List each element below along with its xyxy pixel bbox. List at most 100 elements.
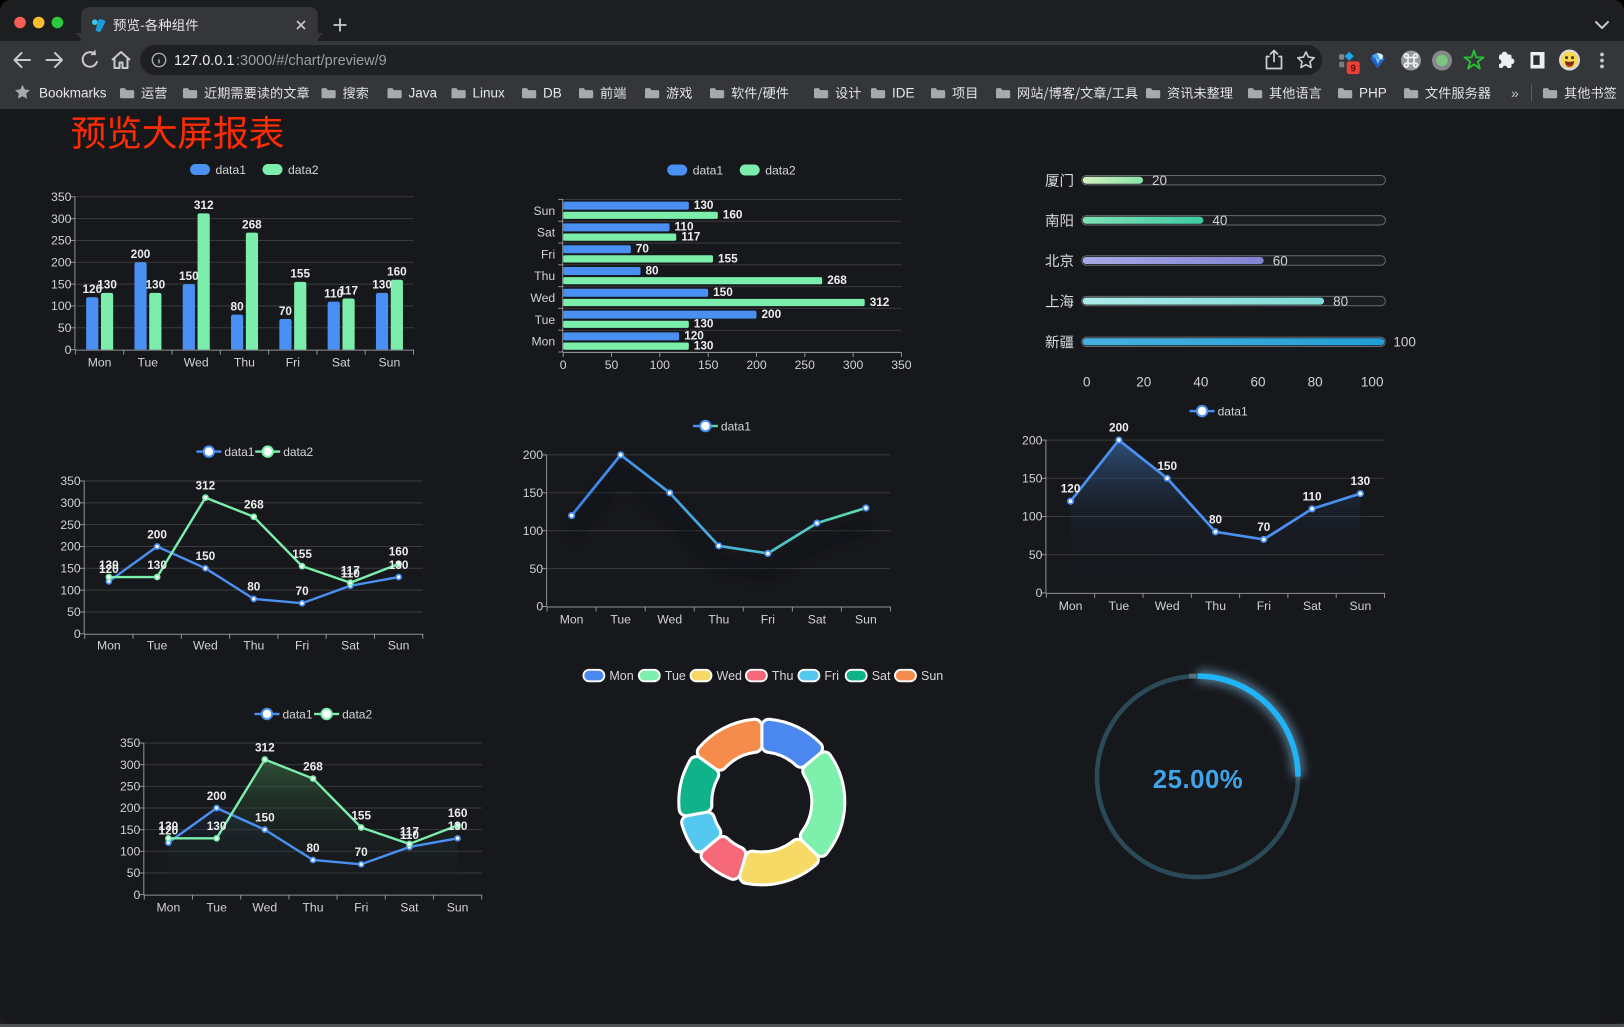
svg-text:Wed: Wed xyxy=(717,669,743,683)
svg-text:Sat: Sat xyxy=(400,901,419,915)
svg-text:Sun: Sun xyxy=(379,356,401,370)
svg-text:312: 312 xyxy=(196,478,216,492)
svg-text:Fri: Fri xyxy=(1257,599,1271,613)
svg-text:200: 200 xyxy=(523,448,544,462)
svg-text:Wed: Wed xyxy=(1155,599,1180,613)
svg-text:130: 130 xyxy=(159,819,179,833)
svg-text:160: 160 xyxy=(723,208,743,222)
svg-text:120: 120 xyxy=(159,823,179,837)
svg-text:100: 100 xyxy=(650,358,671,372)
svg-text:200: 200 xyxy=(1022,433,1043,447)
svg-text:130: 130 xyxy=(694,198,714,212)
svg-text:Sun: Sun xyxy=(1350,599,1372,613)
svg-text:130: 130 xyxy=(448,819,468,833)
svg-text:150: 150 xyxy=(120,823,141,837)
svg-text:200: 200 xyxy=(147,527,167,541)
svg-text:0: 0 xyxy=(65,343,72,357)
svg-text:25.00%: 25.00% xyxy=(1153,766,1244,794)
svg-text:100: 100 xyxy=(1393,335,1416,350)
svg-text:Thu: Thu xyxy=(708,613,729,627)
svg-text:80: 80 xyxy=(247,580,261,594)
svg-text:Thu: Thu xyxy=(234,356,255,370)
svg-text:Sat: Sat xyxy=(808,613,827,627)
svg-text:300: 300 xyxy=(843,358,864,372)
svg-text:312: 312 xyxy=(870,295,890,309)
svg-text:Sun: Sun xyxy=(921,669,943,683)
svg-text:130: 130 xyxy=(372,278,392,292)
svg-text:60: 60 xyxy=(1273,253,1288,268)
svg-text:350: 350 xyxy=(51,190,72,204)
svg-text:Mon: Mon xyxy=(1059,599,1083,613)
svg-text:80: 80 xyxy=(1333,294,1348,309)
svg-text:100: 100 xyxy=(1361,375,1384,390)
svg-text:Fri: Fri xyxy=(286,356,300,370)
svg-text:Tue: Tue xyxy=(610,613,631,627)
svg-text:Thu: Thu xyxy=(1205,599,1226,613)
svg-text:300: 300 xyxy=(51,212,72,226)
svg-text:50: 50 xyxy=(605,358,619,372)
svg-text:250: 250 xyxy=(795,358,816,372)
svg-text:Tue: Tue xyxy=(1109,599,1130,613)
svg-text:127.0.0.1: 127.0.0.1 xyxy=(174,53,234,69)
svg-text:50: 50 xyxy=(58,321,72,335)
svg-text:0: 0 xyxy=(536,600,543,614)
svg-text:350: 350 xyxy=(60,474,81,488)
svg-text:Thu: Thu xyxy=(302,901,323,915)
svg-text:Sun: Sun xyxy=(388,639,410,653)
svg-text:IDE: IDE xyxy=(892,86,915,101)
svg-text:data1: data1 xyxy=(224,445,254,459)
svg-text:Tue: Tue xyxy=(206,901,227,915)
svg-text:150: 150 xyxy=(60,562,81,576)
svg-text:117: 117 xyxy=(341,564,360,578)
svg-text:Java: Java xyxy=(409,86,438,101)
svg-text:110: 110 xyxy=(400,828,419,842)
svg-text:100: 100 xyxy=(120,845,141,859)
svg-text:data1: data1 xyxy=(721,419,751,433)
svg-text:150: 150 xyxy=(51,277,72,291)
svg-text:155: 155 xyxy=(718,251,738,265)
svg-text:DB: DB xyxy=(543,86,562,101)
svg-text:150: 150 xyxy=(713,285,733,299)
svg-text:Fri: Fri xyxy=(295,639,309,653)
svg-text:100: 100 xyxy=(51,299,72,313)
svg-text:data2: data2 xyxy=(765,164,796,178)
svg-text:Wed: Wed xyxy=(530,291,555,305)
svg-text:120: 120 xyxy=(82,282,102,296)
svg-text:Mon: Mon xyxy=(531,335,555,349)
svg-text:0: 0 xyxy=(1083,375,1091,390)
svg-text:130: 130 xyxy=(97,278,117,292)
svg-text:120: 120 xyxy=(684,329,704,343)
svg-text:0: 0 xyxy=(1036,586,1043,600)
svg-text:150: 150 xyxy=(1157,459,1177,473)
svg-text:268: 268 xyxy=(303,759,323,773)
svg-text:Fri: Fri xyxy=(761,613,775,627)
svg-text:50: 50 xyxy=(127,866,141,880)
svg-text:250: 250 xyxy=(51,234,72,248)
svg-text:Thu: Thu xyxy=(534,269,555,283)
svg-text:117: 117 xyxy=(400,825,419,839)
svg-text:200: 200 xyxy=(120,801,141,815)
svg-text:Sun: Sun xyxy=(855,613,877,627)
svg-text:120: 120 xyxy=(99,562,119,576)
svg-text:160: 160 xyxy=(389,545,409,559)
svg-text:250: 250 xyxy=(120,780,141,794)
svg-text:Wed: Wed xyxy=(184,356,209,370)
svg-text:Tue: Tue xyxy=(138,356,159,370)
svg-text:80: 80 xyxy=(306,841,320,855)
svg-text:120: 120 xyxy=(1061,482,1081,496)
svg-text:data2: data2 xyxy=(288,163,319,177)
svg-text:Bookmarks: Bookmarks xyxy=(39,86,107,101)
svg-text:200: 200 xyxy=(1109,421,1129,435)
svg-text:Mon: Mon xyxy=(88,356,112,370)
svg-text:130: 130 xyxy=(694,339,714,353)
svg-text:130: 130 xyxy=(1351,474,1371,488)
svg-text:data1: data1 xyxy=(1218,404,1248,418)
svg-text:Mon: Mon xyxy=(157,901,181,915)
svg-text:Sat: Sat xyxy=(332,356,351,370)
svg-text:150: 150 xyxy=(698,358,719,372)
svg-text:Sun: Sun xyxy=(534,204,556,218)
svg-text:Mon: Mon xyxy=(560,613,584,627)
svg-text:Thu: Thu xyxy=(243,639,264,653)
svg-text:50: 50 xyxy=(530,562,544,576)
svg-text:150: 150 xyxy=(179,269,199,283)
